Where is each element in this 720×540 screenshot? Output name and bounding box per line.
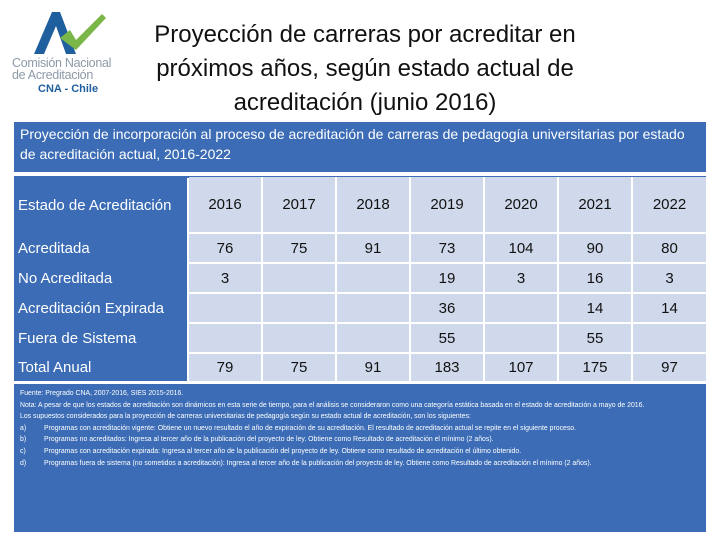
notes-source: Fuente: Pregrado CNA, 2007-2016, SIES 20…: [20, 390, 184, 397]
table-cell: 80: [631, 232, 706, 263]
table-cell: [187, 292, 262, 323]
table-cell: [483, 322, 558, 353]
table-cell: 19: [409, 262, 484, 293]
table-cell: 97: [631, 352, 706, 381]
table-cell: 55: [557, 322, 632, 353]
table-cell: 75: [261, 232, 336, 263]
year-header-2021: 2021: [557, 177, 632, 233]
assumption-marker: b): [20, 436, 27, 444]
assumption-text: Programas no acreditados: Ingresa al ter…: [44, 436, 494, 444]
notes-nota: Nota: A pesar de que los estados de acre…: [20, 401, 645, 409]
assumption-marker: a): [20, 424, 27, 432]
table-row: No Acreditada 3 19 3 16 3: [14, 262, 706, 293]
logo-line-3: CNA - Chile: [38, 83, 99, 95]
table-cell: 91: [335, 232, 410, 263]
year-header-2017: 2017: [261, 177, 336, 233]
notes-panel: Fuente: Pregrado CNA, 2007-2016, SIES 20…: [14, 384, 706, 532]
projection-table-body: Estado de Acreditación 2016 2017 2018 2019 20…: [14, 176, 706, 381]
projection-table: Estado de Acreditación 2016 2017 2018 2019 20…: [14, 176, 706, 381]
table-row: Acreditación Expirada 36 14 14: [14, 292, 706, 323]
logo-line-1: Comisión Nacional: [12, 56, 112, 70]
table-row: Fuera de Sistema 55 55: [14, 322, 706, 353]
page-title: Proyección de carreras por acreditar en …: [154, 21, 576, 116]
assumption-text: Programas con acreditación vigente: Obti…: [44, 424, 577, 432]
table-cell: 75: [261, 352, 336, 381]
row-label: Acreditada: [14, 232, 188, 263]
assumption-item: b) Programas no acreditados: Ingresa al t…: [20, 434, 700, 446]
year-header-2016: 2016: [187, 177, 262, 233]
assumption-item: a) Programas con acreditación vigente: Ob…: [20, 423, 700, 435]
assumption-text: Programas con acreditación expirada: Ing…: [44, 447, 522, 455]
year-header-2020: 2020: [483, 177, 558, 233]
table-cell: 14: [631, 292, 706, 323]
table-cell: 73: [409, 232, 484, 263]
year-header-2018: 2018: [335, 177, 410, 233]
table-cell: 3: [631, 262, 706, 293]
table-cell: [261, 292, 336, 323]
table-cell: [335, 322, 410, 353]
header-estado-label: Estado de Acreditación: [14, 176, 188, 233]
table-cell: [261, 322, 336, 353]
table-caption: Proyección de incorporación al proceso d…: [14, 122, 706, 172]
cna-logo-icon: [34, 12, 106, 54]
assumption-item: c) Programas con acreditación expirada: I…: [20, 446, 700, 458]
table-cell: 14: [557, 292, 632, 323]
row-label: Fuera de Sistema: [14, 322, 188, 353]
table-cell: 16: [557, 262, 632, 293]
cna-logo: Comisión Nacional de Acreditación CNA - …: [10, 6, 130, 102]
table-cell: [261, 262, 336, 293]
assumption-item: d) Programas fuera de sistema (no sometid…: [20, 458, 700, 470]
table-cell: 91: [335, 352, 410, 381]
table-cell: [483, 292, 558, 323]
row-label: Total Anual: [14, 352, 188, 381]
table-cell: 76: [187, 232, 262, 263]
table-cell: 107: [483, 352, 558, 381]
table-cell: [335, 292, 410, 323]
logo-line-2: de Acreditación: [12, 68, 93, 82]
table-cell: 3: [187, 262, 262, 293]
table-cell: 55: [409, 322, 484, 353]
table-cell: 36: [409, 292, 484, 323]
table-cell: [187, 322, 262, 353]
assumption-marker: d): [20, 459, 27, 467]
projection-table-area: Estado de Acreditación 2016 2017 2018 2019 20…: [14, 176, 706, 381]
table-cell: 104: [483, 232, 558, 263]
table-row: Acreditada 76 75 91 73 104 90 80: [14, 232, 706, 263]
table-header-row: Estado de Acreditación 2016 2017 2018 2019 20…: [14, 176, 706, 233]
table-cell: 175: [557, 352, 632, 381]
assumption-marker: c): [20, 447, 26, 455]
table-cell: [335, 262, 410, 293]
notes-assumptions-list: a) Programas con acreditación vigente: Ob…: [20, 423, 700, 469]
table-cell: 3: [483, 262, 558, 293]
table-cell: 79: [187, 352, 262, 381]
table-cell: 183: [409, 352, 484, 381]
notes-intro: Los supuestos considerados para la proye…: [20, 413, 471, 421]
row-label: Acreditación Expirada: [14, 292, 188, 323]
year-header-2022: 2022: [631, 177, 706, 233]
table-cell: 90: [557, 232, 632, 263]
table-row: Total Anual 79 75 91 183 107 175 97: [14, 352, 706, 381]
assumption-text: Programas fuera de sistema (no sometidos…: [44, 459, 592, 467]
row-label: No Acreditada: [14, 262, 188, 293]
table-cell: [631, 322, 706, 353]
year-header-2019: 2019: [409, 177, 484, 233]
